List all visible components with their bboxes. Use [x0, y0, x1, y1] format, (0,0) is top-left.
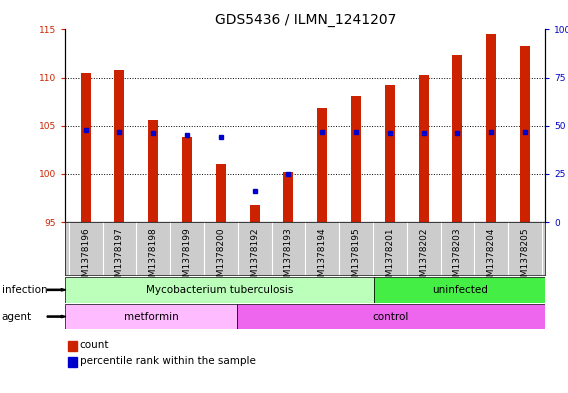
- Text: GSM1378200: GSM1378200: [216, 227, 225, 288]
- Bar: [283, 172, 294, 222]
- Text: GSM1378199: GSM1378199: [182, 227, 191, 288]
- Text: metformin: metformin: [124, 312, 178, 321]
- Text: GSM1378193: GSM1378193: [284, 227, 293, 288]
- Text: GSM1378196: GSM1378196: [81, 227, 90, 288]
- Bar: [114, 70, 124, 222]
- Text: control: control: [373, 312, 409, 321]
- Bar: [148, 120, 158, 222]
- Text: uninfected: uninfected: [432, 285, 487, 295]
- Text: GSM1378204: GSM1378204: [487, 227, 496, 288]
- Bar: [385, 85, 395, 222]
- Text: GSM1378194: GSM1378194: [318, 227, 327, 288]
- Bar: [374, 277, 545, 303]
- Text: GSM1378197: GSM1378197: [115, 227, 124, 288]
- Text: Mycobacterium tuberculosis: Mycobacterium tuberculosis: [146, 285, 293, 295]
- Bar: [317, 108, 327, 222]
- Text: GSM1378192: GSM1378192: [250, 227, 259, 288]
- Bar: [65, 277, 374, 303]
- Bar: [351, 96, 361, 222]
- Bar: [182, 137, 192, 222]
- Bar: [65, 304, 237, 329]
- Text: GSM1378203: GSM1378203: [453, 227, 462, 288]
- Bar: [486, 34, 496, 222]
- Text: GSM1378195: GSM1378195: [352, 227, 361, 288]
- Text: count: count: [80, 340, 109, 350]
- Text: GSM1378205: GSM1378205: [520, 227, 529, 288]
- Text: agent: agent: [2, 312, 32, 321]
- Text: infection: infection: [2, 285, 47, 295]
- Bar: [452, 55, 462, 222]
- Bar: [520, 46, 530, 222]
- Text: GSM1378202: GSM1378202: [419, 227, 428, 288]
- Bar: [237, 304, 545, 329]
- Text: GSM1378198: GSM1378198: [149, 227, 158, 288]
- Text: percentile rank within the sample: percentile rank within the sample: [80, 356, 256, 366]
- Title: GDS5436 / ILMN_1241207: GDS5436 / ILMN_1241207: [215, 13, 396, 27]
- Bar: [216, 164, 226, 222]
- Text: GSM1378201: GSM1378201: [385, 227, 394, 288]
- Bar: [81, 73, 91, 222]
- Bar: [419, 75, 429, 222]
- Bar: [249, 205, 260, 222]
